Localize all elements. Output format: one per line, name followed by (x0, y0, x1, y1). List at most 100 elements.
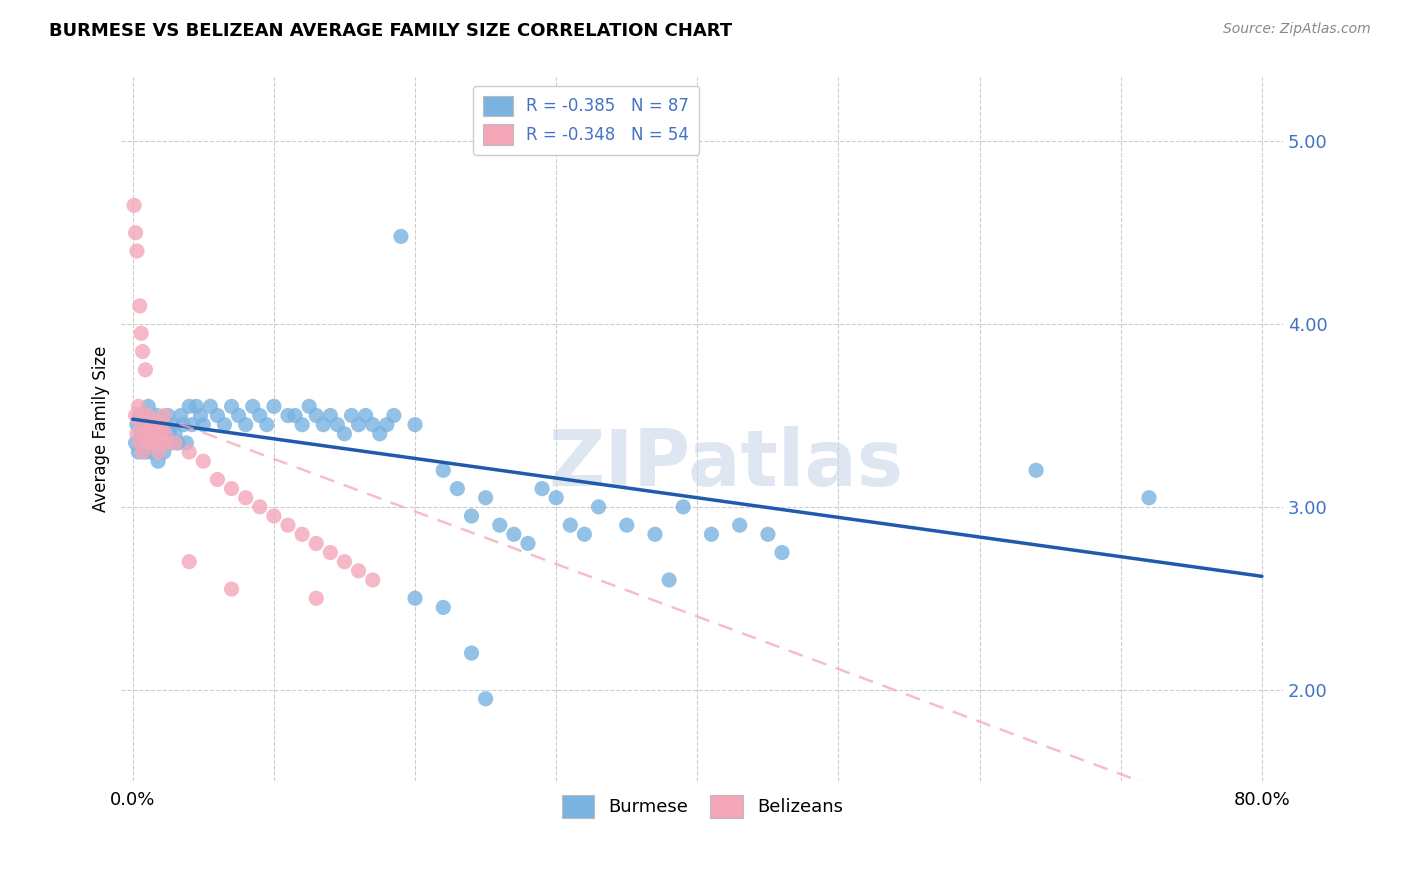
Point (146, 454, 169, 468)
Point (361, 417, 384, 432)
Point (193, 454, 215, 468)
Point (531, 482, 554, 496)
Point (298, 400, 321, 414)
Point (1025, 463, 1047, 477)
Point (375, 417, 398, 432)
Point (165, 426, 187, 441)
Point (152, 409, 174, 423)
Point (249, 409, 271, 423)
Point (432, 463, 454, 477)
Point (474, 491, 496, 505)
Point (221, 400, 243, 414)
Point (125, 417, 148, 432)
Point (312, 417, 335, 432)
Point (368, 426, 391, 441)
Point (135, 436, 157, 450)
Point (277, 409, 299, 423)
Point (291, 527, 314, 541)
Point (125, 426, 148, 441)
Point (143, 436, 166, 450)
Point (214, 417, 236, 432)
Point (152, 445, 174, 459)
Point (700, 527, 723, 541)
Point (347, 564, 370, 578)
Point (190, 409, 212, 423)
Point (128, 409, 150, 423)
Point (389, 229, 412, 244)
Point (143, 436, 166, 450)
Point (132, 417, 155, 432)
Legend: Burmese, Belizeans: Burmese, Belizeans (554, 789, 851, 825)
Point (176, 436, 198, 450)
Point (326, 417, 349, 432)
Point (134, 445, 156, 459)
Point (228, 409, 250, 423)
Point (155, 436, 177, 450)
Point (139, 436, 162, 450)
Point (728, 518, 751, 533)
Text: ZIPatlas: ZIPatlas (548, 426, 903, 502)
Point (235, 417, 257, 432)
Point (149, 417, 172, 432)
Point (340, 409, 363, 423)
Point (382, 409, 405, 423)
Point (546, 491, 568, 505)
Point (134, 363, 156, 377)
Point (160, 436, 183, 450)
Point (221, 482, 243, 496)
Point (263, 400, 285, 414)
Point (129, 326, 152, 341)
Point (159, 426, 181, 441)
Point (305, 536, 328, 550)
Point (460, 646, 482, 660)
Point (145, 417, 167, 432)
Point (284, 409, 307, 423)
Point (131, 436, 153, 450)
Point (474, 691, 496, 706)
Point (124, 409, 146, 423)
Point (179, 445, 201, 459)
Point (132, 409, 155, 423)
Point (127, 445, 149, 459)
Point (242, 400, 264, 414)
Point (141, 417, 163, 432)
Point (305, 591, 328, 606)
Point (142, 426, 165, 441)
Point (138, 426, 160, 441)
Point (148, 426, 170, 441)
Point (616, 518, 638, 533)
Point (305, 409, 328, 423)
Point (193, 417, 215, 432)
Point (263, 508, 285, 523)
Point (347, 417, 370, 432)
Point (672, 500, 695, 514)
Point (145, 409, 167, 423)
Point (588, 500, 610, 514)
Point (167, 436, 190, 450)
Point (446, 482, 468, 496)
Point (125, 244, 148, 258)
Point (149, 417, 172, 432)
Point (150, 436, 173, 450)
Point (122, 198, 145, 212)
Point (129, 426, 152, 441)
Point (129, 417, 152, 432)
Point (200, 400, 222, 414)
Point (124, 436, 146, 450)
Point (170, 409, 193, 423)
Point (333, 426, 356, 441)
Point (181, 417, 204, 432)
Point (153, 426, 176, 441)
Point (256, 417, 278, 432)
Point (319, 545, 342, 559)
Point (249, 500, 271, 514)
Point (155, 436, 177, 450)
Point (162, 417, 184, 432)
Point (658, 573, 681, 587)
Point (142, 426, 165, 441)
Point (139, 445, 162, 459)
Point (136, 409, 159, 423)
Point (354, 409, 377, 423)
Point (488, 518, 510, 533)
Point (128, 436, 150, 450)
